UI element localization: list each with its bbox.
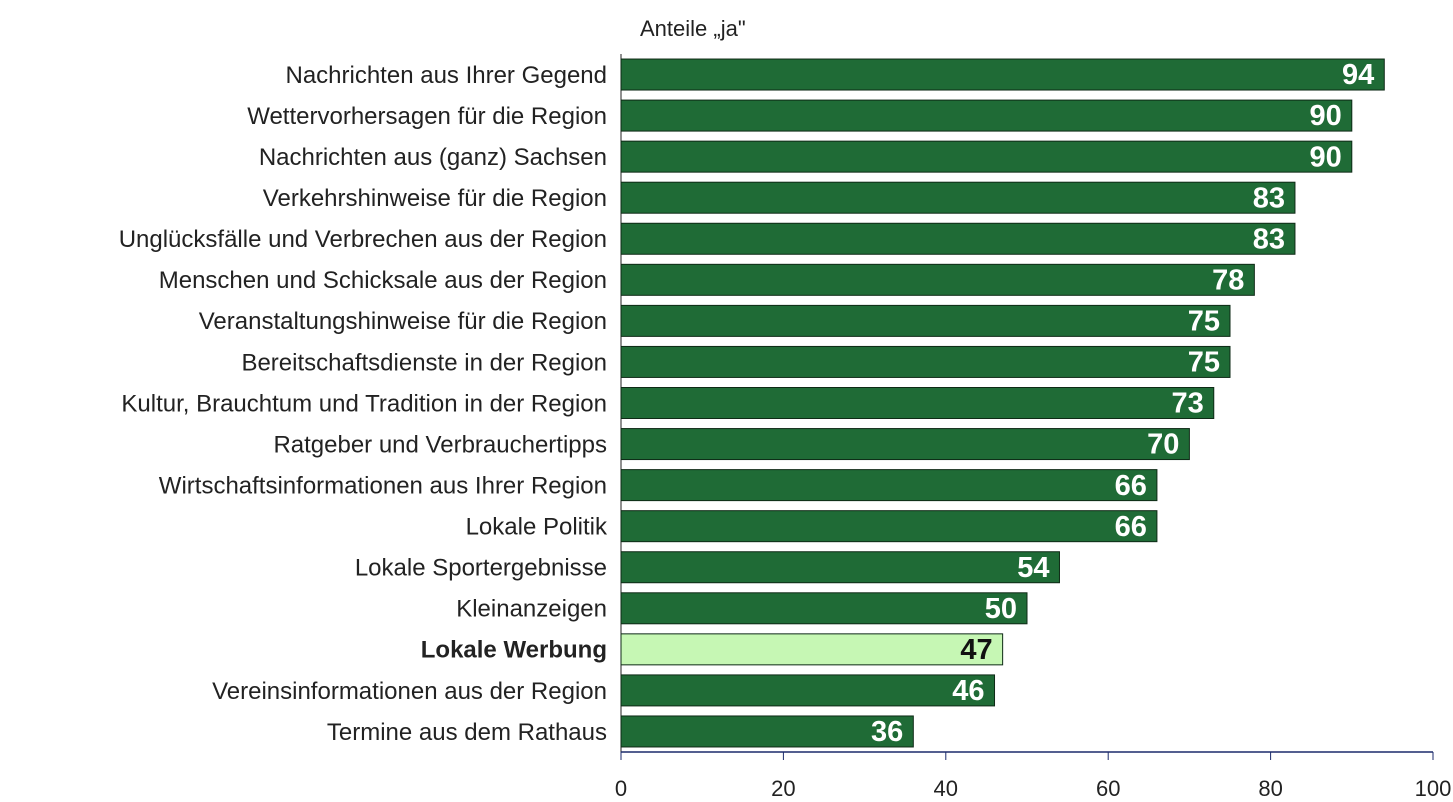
value-label: 47 <box>960 634 992 666</box>
bar <box>620 222 1296 255</box>
category-label: Ratgeber und Verbrauchertipps <box>273 431 607 458</box>
x-tick-label: 20 <box>771 776 795 801</box>
bar <box>620 181 1296 214</box>
category-label: Lokale Werbung <box>421 637 607 664</box>
chart-title: Anteile „ja" <box>640 16 746 41</box>
value-label: 90 <box>1310 100 1342 132</box>
value-label: 66 <box>1115 470 1147 502</box>
bar <box>620 140 1353 173</box>
bar <box>620 345 1231 378</box>
category-label: Nachrichten aus (ganz) Sachsen <box>259 144 607 171</box>
category-label: Wirtschaftsinformationen aus Ihrer Regio… <box>159 472 607 499</box>
bar <box>620 633 1004 666</box>
bar <box>620 99 1353 132</box>
bar <box>620 674 996 707</box>
bar <box>620 263 1255 296</box>
bar <box>620 592 1028 625</box>
category-label: Kultur, Brauchtum und Tradition in der R… <box>121 390 607 417</box>
bar <box>620 387 1215 419</box>
bar <box>620 510 1158 543</box>
value-label: 83 <box>1253 182 1285 214</box>
value-label: 73 <box>1171 388 1203 420</box>
value-label: 70 <box>1147 429 1179 461</box>
value-label: 50 <box>985 593 1017 625</box>
category-label: Lokale Sportergebnisse <box>355 555 607 582</box>
value-label: 66 <box>1115 511 1147 543</box>
category-label: Vereinsinformationen aus der Region <box>212 678 607 705</box>
category-label: Verkehrshinweise für die Region <box>263 185 607 212</box>
category-label: Menschen und Schicksale aus der Region <box>159 267 607 294</box>
value-label: 36 <box>871 716 903 748</box>
value-label: 54 <box>1017 552 1049 584</box>
category-label: Veranstaltungshinweise für die Region <box>199 308 607 335</box>
category-label: Nachrichten aus Ihrer Gegend <box>285 62 607 89</box>
value-label: 78 <box>1212 264 1244 296</box>
category-label: Wettervorhersagen für die Region <box>247 103 607 130</box>
category-label: Unglücksfälle und Verbrechen aus der Reg… <box>119 226 607 253</box>
value-label: 90 <box>1310 141 1342 173</box>
category-label: Kleinanzeigen <box>456 596 607 623</box>
bar <box>620 469 1158 502</box>
category-label: Bereitschaftsdienste in der Region <box>241 349 607 376</box>
value-label: 75 <box>1188 306 1220 338</box>
bar <box>620 58 1385 91</box>
x-tick-label: 80 <box>1258 776 1282 801</box>
value-label: 83 <box>1253 223 1285 255</box>
x-tick-label: 0 <box>615 776 627 801</box>
category-label: Lokale Politik <box>466 514 608 541</box>
x-tick-label: 40 <box>934 776 958 801</box>
bar <box>620 304 1231 337</box>
bar <box>620 551 1060 584</box>
x-tick-label: 100 <box>1415 776 1452 801</box>
bar <box>620 428 1190 461</box>
value-label: 75 <box>1188 347 1220 379</box>
category-label: Termine aus dem Rathaus <box>327 719 607 746</box>
value-label: 94 <box>1342 59 1374 91</box>
value-label: 46 <box>952 675 984 707</box>
bar <box>620 715 914 748</box>
x-tick-label: 60 <box>1096 776 1120 801</box>
